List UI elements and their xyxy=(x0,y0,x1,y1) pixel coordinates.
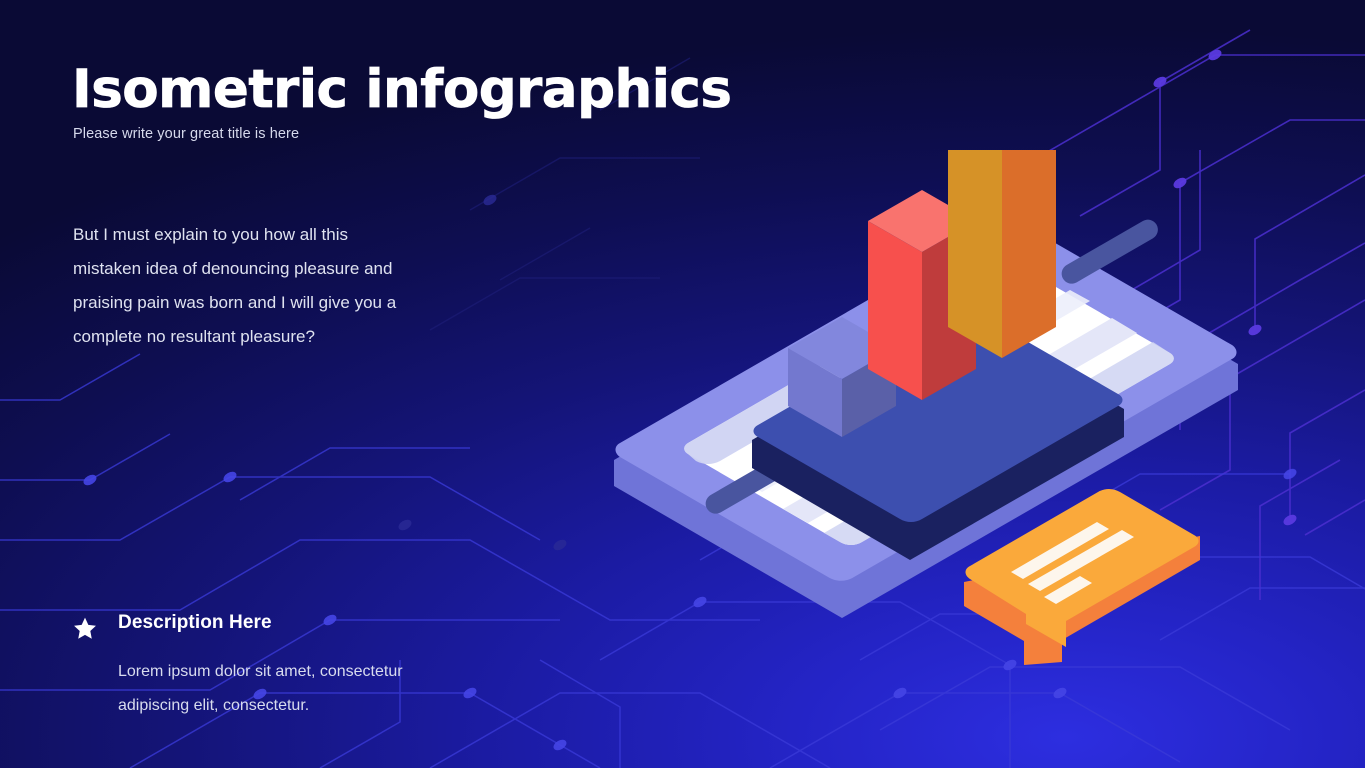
bar-3 xyxy=(948,150,1056,358)
speech-bubble xyxy=(964,489,1200,665)
platform-top xyxy=(753,309,1123,522)
bar-3-left xyxy=(948,150,1002,358)
speaker-pill-top xyxy=(1061,219,1158,284)
chart-platform xyxy=(752,309,1124,560)
description-block: Description Here Lorem ipsum dolor sit a… xyxy=(72,612,492,723)
star-icon xyxy=(72,612,104,646)
bar-3-right xyxy=(1002,150,1056,358)
bar-1-left xyxy=(788,348,842,437)
speech-bubble-lines xyxy=(1011,522,1134,604)
body-paragraph: But I must explain to you how all this m… xyxy=(73,225,397,346)
description-title: Description Here xyxy=(118,612,272,633)
page-subtitle: Please write your great title is here xyxy=(73,126,300,142)
bar-2-left xyxy=(868,221,922,400)
speech-bubble-top xyxy=(965,489,1199,647)
description-body: Lorem ipsum dolor sit amet, consectetur … xyxy=(118,663,403,714)
isometric-illustration xyxy=(614,150,1238,665)
description-header: Description Here xyxy=(72,612,492,646)
bar-chart-group xyxy=(788,150,1056,437)
page-title: Isometric infographics xyxy=(72,59,733,120)
